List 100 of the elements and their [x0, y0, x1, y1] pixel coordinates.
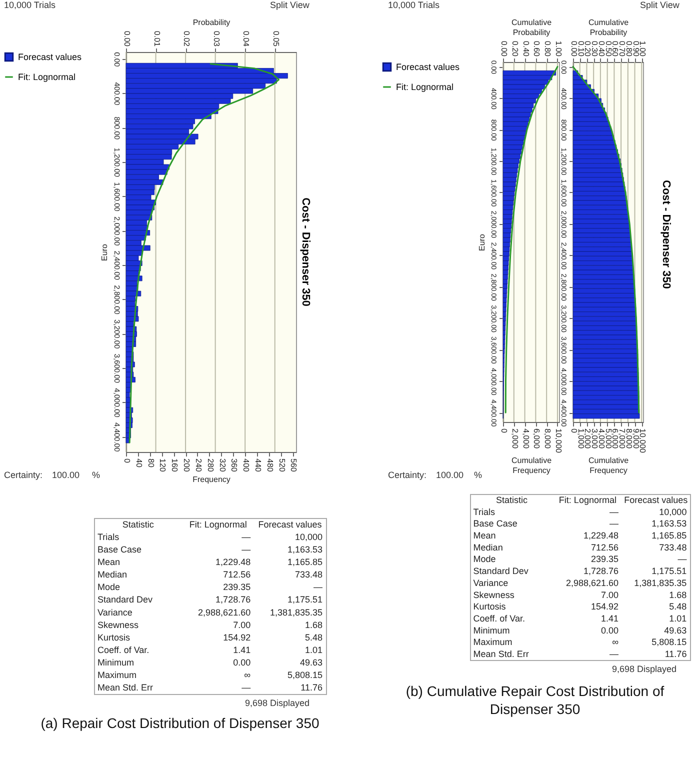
- data-label: —: [610, 649, 618, 660]
- data-label: 10,000: [294, 532, 323, 542]
- text: Certainty:: [388, 470, 427, 480]
- x-tick-label: 10,000: [554, 428, 563, 454]
- data-label: 10,000: [659, 506, 687, 517]
- text: 10,000 Trials: [388, 0, 440, 10]
- data-label: —: [242, 544, 251, 554]
- data-label: 11.76: [664, 649, 687, 660]
- data-label: 11.76: [300, 682, 323, 693]
- x-tick-label: 400: [242, 458, 251, 472]
- category-label: Trials: [97, 532, 120, 542]
- text: Forecast values: [258, 519, 322, 530]
- text: (a) Repair Cost Distribution of Dispenser 350: [40, 714, 320, 732]
- data-label: 239.35: [223, 582, 251, 592]
- category-label: Mean: [97, 557, 120, 567]
- data-label: 1.41: [600, 614, 618, 624]
- category-label: Mode: [473, 554, 496, 564]
- x-tick-label: 320: [218, 458, 227, 472]
- data-label: ∞: [612, 637, 620, 648]
- x-tick-label: 0: [122, 458, 132, 464]
- x2-tick-label: 1.00: [554, 40, 563, 58]
- x-tick-label: 520: [277, 458, 286, 472]
- data-label: 154.92: [223, 632, 251, 642]
- text: Statistic: [496, 494, 528, 505]
- x2-axis-title: Cumulative Probability: [511, 18, 552, 37]
- y-axis-title: Euro: [478, 234, 486, 251]
- x2-tick-label: 0.60: [532, 40, 542, 58]
- data-label: 733.48: [659, 542, 687, 552]
- data-label: 1.01: [304, 645, 323, 655]
- text: Split View: [270, 0, 310, 10]
- x-tick-label: 200: [182, 458, 192, 472]
- category-label: Maximum: [473, 637, 512, 648]
- data-label: 1,165.85: [652, 530, 687, 540]
- x-tick-label: 240: [194, 458, 203, 472]
- data-label: 2,988,621.60: [566, 578, 618, 588]
- text: 100.00: [52, 470, 80, 480]
- category-label: Skewness: [97, 620, 139, 630]
- data-label: —: [242, 532, 251, 542]
- data-label: 1,175.51: [652, 566, 687, 576]
- x-tick-label: 5,000: [604, 428, 613, 450]
- x-tick-label: 6,000: [532, 428, 542, 450]
- data-label: 7.00: [233, 620, 251, 630]
- x-tick-label: 7,000: [618, 428, 627, 450]
- x2-tick-label: 0.60: [610, 40, 620, 58]
- category-label: Variance: [97, 607, 132, 618]
- x2-tick-label: 0.50: [604, 40, 613, 58]
- data-label: 1,381,835.35: [270, 607, 323, 618]
- data-label: 1,728.76: [216, 594, 251, 605]
- data-label: —: [242, 682, 251, 693]
- data-label: 49.63: [664, 625, 687, 636]
- category-label: Mean Std. Err: [473, 649, 529, 660]
- category-label: Kurtosis: [473, 602, 506, 612]
- legend-label: Fit: Lognormal: [396, 82, 454, 92]
- x-tick-label: 4,000: [521, 428, 530, 450]
- text: Statistic: [122, 519, 154, 530]
- data-label: —: [314, 582, 323, 592]
- x2-axis-title: Probability: [192, 18, 230, 27]
- x-tick-label: 560: [289, 458, 298, 472]
- x-tick-label: 2,000: [583, 428, 592, 450]
- text: 100.00: [436, 470, 464, 480]
- data-label: 1.68: [304, 620, 323, 630]
- data-label: —: [610, 506, 618, 517]
- x2-tick-label: 0.01: [152, 30, 162, 48]
- data-label: 239.35: [590, 554, 618, 564]
- x-tick-label: 80: [146, 458, 156, 468]
- data-label: 1,175.51: [287, 594, 323, 605]
- data-label: —: [610, 518, 618, 529]
- x-tick-label: 4,000: [596, 428, 606, 450]
- text: 9,698 Displayed: [245, 698, 310, 708]
- x2-tick-label: 0.05: [271, 30, 280, 48]
- x-tick-label: 440: [254, 458, 262, 472]
- series-label: Fit: Lognormal: [189, 519, 247, 530]
- text: Cost - Dispenser 350: [300, 198, 312, 306]
- x2-tick-label: 0.80: [624, 40, 634, 58]
- x2-tick-label: 0.04: [242, 30, 251, 48]
- x-tick-label: 10,000: [638, 428, 648, 454]
- x-tick-label: 0: [570, 428, 578, 434]
- text: 10,000 Trials: [4, 0, 56, 10]
- data-label: 1,163.53: [287, 544, 323, 554]
- x2-tick-label: 0.03: [212, 30, 221, 48]
- x-tick-label: 2,000: [510, 428, 520, 450]
- text: Forecast values: [624, 494, 688, 505]
- y-axis-title: Euro: [100, 244, 109, 261]
- category-label: Maximum: [97, 670, 136, 680]
- category-label: Minimum: [473, 625, 510, 636]
- category-label: Coeff. of Var.: [473, 614, 526, 624]
- category-label: Mode: [97, 582, 120, 592]
- x-tick-label: 360: [230, 458, 239, 472]
- legend-label: Forecast values: [18, 52, 82, 62]
- legend-label: Forecast values: [396, 62, 460, 72]
- x2-tick-label: 0.40: [521, 40, 530, 58]
- x-tick-label: 0: [500, 428, 508, 434]
- category-label: Base Case: [97, 544, 142, 554]
- category-label: Standard Dev: [97, 594, 154, 605]
- data-label: 1,229.48: [583, 530, 618, 540]
- category-label: Base Case: [473, 518, 518, 529]
- data-label: 0.00: [600, 625, 618, 636]
- data-label: 7.00: [600, 590, 618, 600]
- category-label: Variance: [473, 578, 508, 588]
- data-label: 5,808.15: [287, 670, 323, 680]
